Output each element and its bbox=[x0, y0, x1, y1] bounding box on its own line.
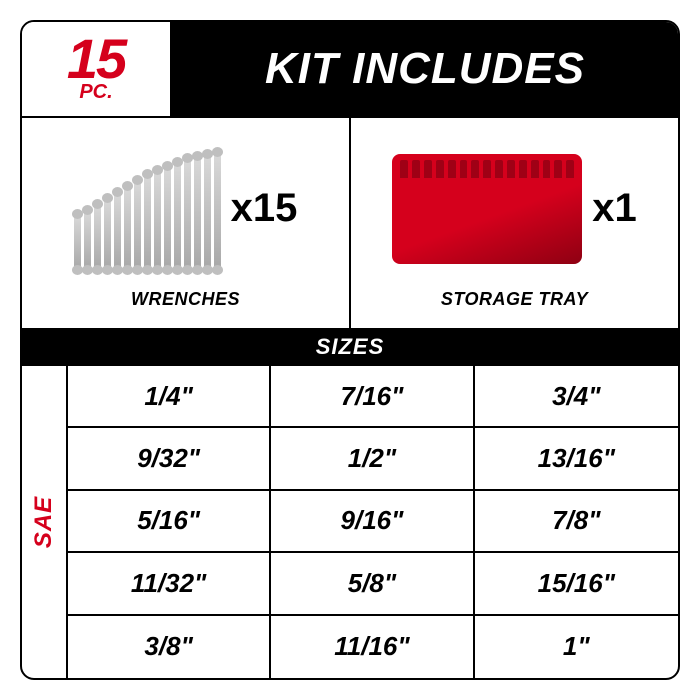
kit-item-wrenches: x15 WRENCHES bbox=[22, 118, 351, 328]
size-cell: 7/8" bbox=[475, 491, 678, 553]
wrench-icon bbox=[124, 187, 131, 269]
size-cell: 1/4" bbox=[68, 366, 271, 428]
size-cell: 3/4" bbox=[475, 366, 678, 428]
size-cell: 5/16" bbox=[68, 491, 271, 553]
wrench-icon bbox=[174, 163, 181, 269]
size-cell: 11/16" bbox=[271, 616, 474, 678]
wrench-icon bbox=[164, 167, 171, 269]
kit-title: KIT INCLUDES bbox=[172, 22, 678, 116]
tray-qty: x1 bbox=[592, 186, 637, 231]
size-cell: 9/32" bbox=[68, 428, 271, 490]
size-cell: 1/2" bbox=[271, 428, 474, 490]
header: 15 PC. KIT INCLUDES bbox=[22, 22, 678, 118]
size-cell: 9/16" bbox=[271, 491, 474, 553]
wrench-icon bbox=[74, 215, 81, 269]
size-cell: 13/16" bbox=[475, 428, 678, 490]
wrench-icon bbox=[204, 155, 211, 269]
size-cell: 15/16" bbox=[475, 553, 678, 615]
unit-label-column: SAE bbox=[22, 366, 68, 678]
wrench-icon bbox=[194, 157, 201, 269]
wrench-icon bbox=[134, 181, 141, 269]
wrenches-label: WRENCHES bbox=[131, 289, 240, 318]
size-cell: 3/8" bbox=[68, 616, 271, 678]
kit-items-row: x15 WRENCHES x1 STORAGE TRAY bbox=[22, 118, 678, 328]
piece-count-number: 15 bbox=[67, 34, 125, 84]
unit-label: SAE bbox=[30, 496, 58, 548]
size-cell: 1" bbox=[475, 616, 678, 678]
wrench-icon bbox=[114, 193, 121, 269]
tray-label: STORAGE TRAY bbox=[441, 289, 588, 318]
kit-item-tray: x1 STORAGE TRAY bbox=[351, 118, 678, 328]
wrench-icon bbox=[84, 211, 91, 269]
wrench-icon bbox=[184, 159, 191, 269]
size-cell: 5/8" bbox=[271, 553, 474, 615]
size-cell: 11/32" bbox=[68, 553, 271, 615]
piece-count-badge: 15 PC. bbox=[22, 22, 172, 116]
wrench-set-icon bbox=[74, 149, 221, 269]
storage-tray-icon bbox=[392, 154, 582, 264]
wrenches-graphic: x15 bbox=[32, 128, 339, 289]
wrench-icon bbox=[214, 153, 221, 269]
wrench-icon bbox=[94, 205, 101, 269]
size-cell: 7/16" bbox=[271, 366, 474, 428]
sizes-header: SIZES bbox=[22, 328, 678, 366]
wrench-icon bbox=[144, 175, 151, 269]
sizes-table: 1/4"7/16"3/4" 9/32"1/2"13/16" 5/16"9/16"7/… bbox=[68, 366, 678, 678]
wrenches-qty: x15 bbox=[231, 186, 298, 231]
sizes-section: SAE 1/4"7/16"3/4" 9/32"1/2"13/16" 5/16"9/1… bbox=[22, 366, 678, 678]
wrench-icon bbox=[154, 171, 161, 269]
wrench-icon bbox=[104, 199, 111, 269]
tray-graphic: x1 bbox=[361, 128, 668, 289]
piece-count-unit: PC. bbox=[79, 81, 112, 104]
kit-card: 15 PC. KIT INCLUDES x15 WRENCHES x1 STOR… bbox=[20, 20, 680, 680]
